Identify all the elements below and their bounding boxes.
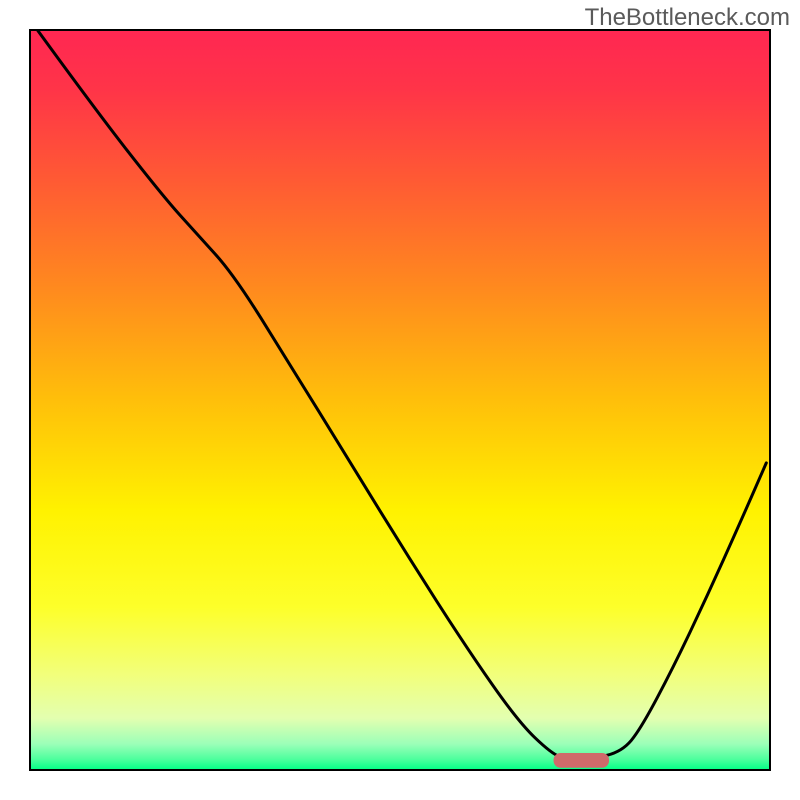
chart-container bbox=[0, 0, 800, 800]
plot-background bbox=[30, 30, 770, 770]
bottleneck-chart bbox=[0, 0, 800, 800]
optimal-marker bbox=[554, 753, 610, 768]
